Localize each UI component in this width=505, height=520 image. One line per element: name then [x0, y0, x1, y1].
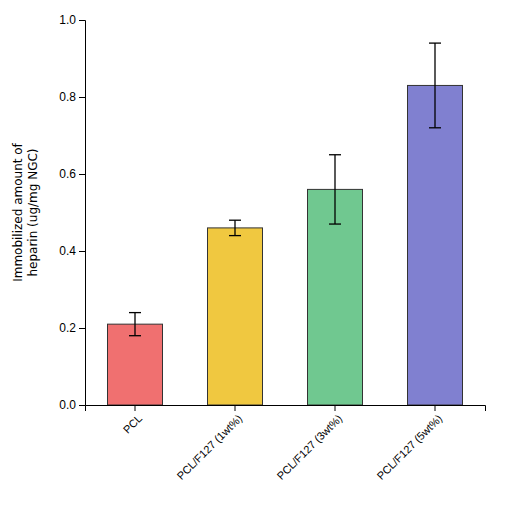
x-tick: PCL/F127 (3wt%)	[274, 405, 344, 482]
x-tick-label: PCL/F127 (3wt%)	[274, 412, 344, 482]
y-tick: 0.4	[59, 244, 85, 258]
error-bar-stem	[434, 43, 435, 128]
error-bar-stem	[334, 155, 335, 224]
error-bar	[429, 43, 441, 128]
y-axis: 0.0 0.2 0.4 0.6 0.8 1.0	[59, 13, 85, 412]
error-bar	[129, 313, 141, 336]
x-tick: PCL/F127 (5wt%)	[374, 405, 444, 482]
error-bar-stem	[134, 313, 135, 336]
y-tick-label: 0.8	[59, 90, 76, 104]
x-tick-label: PCL/F127 (1wt%)	[174, 412, 244, 482]
chart: PCL PCL/F127 (1wt%) PCL/F127 (3wt%) PCL/F12…	[0, 0, 505, 520]
y-axis-title-line: heparin (ug/mg NGC)	[26, 148, 40, 276]
y-axis-title-line: Immobilized amount of	[11, 142, 25, 281]
error-bar-cap	[329, 154, 341, 155]
bar	[208, 228, 263, 405]
y-tick-label: 0.2	[59, 321, 76, 335]
error-bar-cap	[429, 42, 441, 43]
axis-line	[86, 406, 486, 412]
bar	[408, 85, 463, 405]
y-tick: 1.0	[59, 13, 85, 27]
y-tick-mark	[79, 174, 85, 175]
y-tick-mark	[79, 328, 85, 329]
x-tick-mark	[235, 405, 236, 411]
y-tick: 0.8	[59, 90, 85, 104]
bar	[108, 324, 163, 405]
y-tick-label: 0.4	[59, 244, 76, 258]
error-bar-cap	[329, 223, 341, 224]
x-tick-mark	[335, 405, 336, 411]
plot: PCL PCL/F127 (1wt%) PCL/F127 (3wt%) PCL/F12…	[59, 13, 485, 482]
marks	[108, 43, 463, 405]
y-tick-label: 0.6	[59, 167, 76, 181]
error-bar-cap	[129, 312, 141, 313]
error-bar-cap	[229, 220, 241, 221]
y-tick-label: 1.0	[59, 13, 76, 27]
x-tick: PCL	[121, 405, 145, 436]
x-tick-mark	[435, 405, 436, 411]
error-bar-stem	[234, 220, 235, 235]
axis-line	[79, 21, 86, 406]
y-tick: 0.2	[59, 321, 85, 335]
error-bar-cap	[229, 235, 241, 236]
y-axis-title: Immobilized amount ofheparin (ug/mg NGC)	[11, 142, 39, 281]
error-bar-cap	[129, 335, 141, 336]
y-tick-mark	[79, 251, 85, 252]
error-bar	[229, 220, 241, 235]
x-tick-label: PCL	[121, 412, 145, 436]
x-tick-mark	[135, 405, 136, 411]
x-tick-label: PCL/F127 (5wt%)	[374, 412, 444, 482]
y-tick-mark	[79, 405, 85, 406]
y-tick-mark	[79, 20, 85, 21]
y-tick: 0.0	[59, 398, 85, 412]
error-bar-cap	[429, 127, 441, 128]
x-tick: PCL/F127 (1wt%)	[174, 405, 244, 482]
y-tick: 0.6	[59, 167, 85, 181]
y-tick-label: 0.0	[59, 398, 76, 412]
x-axis: PCL PCL/F127 (1wt%) PCL/F127 (3wt%) PCL/F12…	[86, 405, 486, 482]
error-bar	[329, 155, 341, 224]
y-tick-mark	[79, 97, 85, 98]
